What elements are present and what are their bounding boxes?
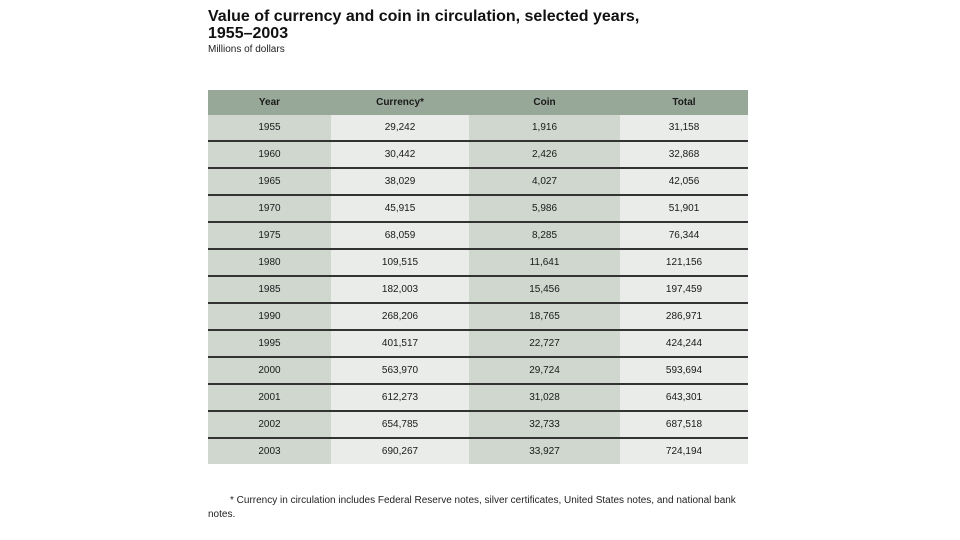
table-row: 1995 401,517 22,727 424,244 (208, 330, 748, 358)
table-cell: 724,194 (620, 438, 748, 464)
table-cell: 109,515 (331, 249, 469, 277)
table-cell: 76,344 (620, 222, 748, 250)
table-cell: 424,244 (620, 330, 748, 358)
table-cell: 68,059 (331, 222, 469, 250)
table-cell: 29,242 (331, 115, 469, 142)
table-row: 2001 612,273 31,028 643,301 (208, 384, 748, 412)
table-cell: 1965 (208, 168, 331, 196)
table-cell: 401,517 (331, 330, 469, 358)
table-figure: Value of currency and coin in circulatio… (208, 8, 748, 520)
table-subtitle: Millions of dollars (208, 44, 285, 55)
table-cell: 1970 (208, 195, 331, 223)
table-cell: 1985 (208, 276, 331, 304)
table-cell: 22,727 (469, 330, 620, 358)
table-cell: 18,765 (469, 303, 620, 331)
table-cell: 32,868 (620, 141, 748, 169)
table-cell: 15,456 (469, 276, 620, 304)
table-cell: 643,301 (620, 384, 748, 412)
table-row: 1955 29,242 1,916 31,158 (208, 115, 748, 142)
table-cell: 8,285 (469, 222, 620, 250)
table-cell: 45,915 (331, 195, 469, 223)
table-cell: 182,003 (331, 276, 469, 304)
table-cell: 2,426 (469, 141, 620, 169)
table-cell: 286,971 (620, 303, 748, 331)
table-cell: 1960 (208, 141, 331, 169)
header-row: Year Currency* Coin Total (208, 90, 748, 115)
table-cell: 690,267 (331, 438, 469, 464)
data-table: Year Currency* Coin Total 1955 29,242 1,916 31… (208, 90, 748, 464)
table-cell: 1995 (208, 330, 331, 358)
table-cell: 1990 (208, 303, 331, 331)
column-header: Year (208, 90, 331, 115)
table-cell: 4,027 (469, 168, 620, 196)
table-cell: 30,442 (331, 141, 469, 169)
table-cell: 5,986 (469, 195, 620, 223)
table-cell: 197,459 (620, 276, 748, 304)
table-cell: 121,156 (620, 249, 748, 277)
table-cell: 51,901 (620, 195, 748, 223)
table-cell: 29,724 (469, 357, 620, 385)
column-header: Coin (469, 90, 620, 115)
table-cell: 32,733 (469, 411, 620, 439)
table-cell: 1980 (208, 249, 331, 277)
table-row: 1975 68,059 8,285 76,344 (208, 222, 748, 250)
footnote: * Currency in circulation includes Feder… (208, 494, 748, 522)
table-cell: 33,927 (469, 438, 620, 464)
table-cell: 563,970 (331, 357, 469, 385)
table-row: 2000 563,970 29,724 593,694 (208, 357, 748, 385)
table-cell: 11,641 (469, 249, 620, 277)
table-row: 2002 654,785 32,733 687,518 (208, 411, 748, 439)
column-header: Currency* (331, 90, 469, 115)
table-cell: 612,273 (331, 384, 469, 412)
table-cell: 31,028 (469, 384, 620, 412)
table-cell: 42,056 (620, 168, 748, 196)
table-cell: 2002 (208, 411, 331, 439)
table-cell: 1975 (208, 222, 331, 250)
table-row: 1985 182,003 15,456 197,459 (208, 276, 748, 304)
table-cell: 1955 (208, 115, 331, 142)
table-row: 1990 268,206 18,765 286,971 (208, 303, 748, 331)
table-title: Value of currency and coin in circulatio… (208, 8, 640, 42)
table-cell: 268,206 (331, 303, 469, 331)
table-row: 2003 690,267 33,927 724,194 (208, 438, 748, 464)
table-row: 1965 38,029 4,027 42,056 (208, 168, 748, 196)
table-cell: 38,029 (331, 168, 469, 196)
table-cell: 654,785 (331, 411, 469, 439)
table-row: 1980 109,515 11,641 121,156 (208, 249, 748, 277)
table-cell: 2003 (208, 438, 331, 464)
table-cell: 31,158 (620, 115, 748, 142)
footnote-text: * Currency in circulation includes Feder… (208, 495, 736, 520)
table-row: 1970 45,915 5,986 51,901 (208, 195, 748, 223)
table-cell: 1,916 (469, 115, 620, 142)
table-cell: 593,694 (620, 357, 748, 385)
table-cell: 2000 (208, 357, 331, 385)
table-cell: 687,518 (620, 411, 748, 439)
table-cell: 2001 (208, 384, 331, 412)
column-header: Total (620, 90, 748, 115)
table-row: 1960 30,442 2,426 32,868 (208, 141, 748, 169)
